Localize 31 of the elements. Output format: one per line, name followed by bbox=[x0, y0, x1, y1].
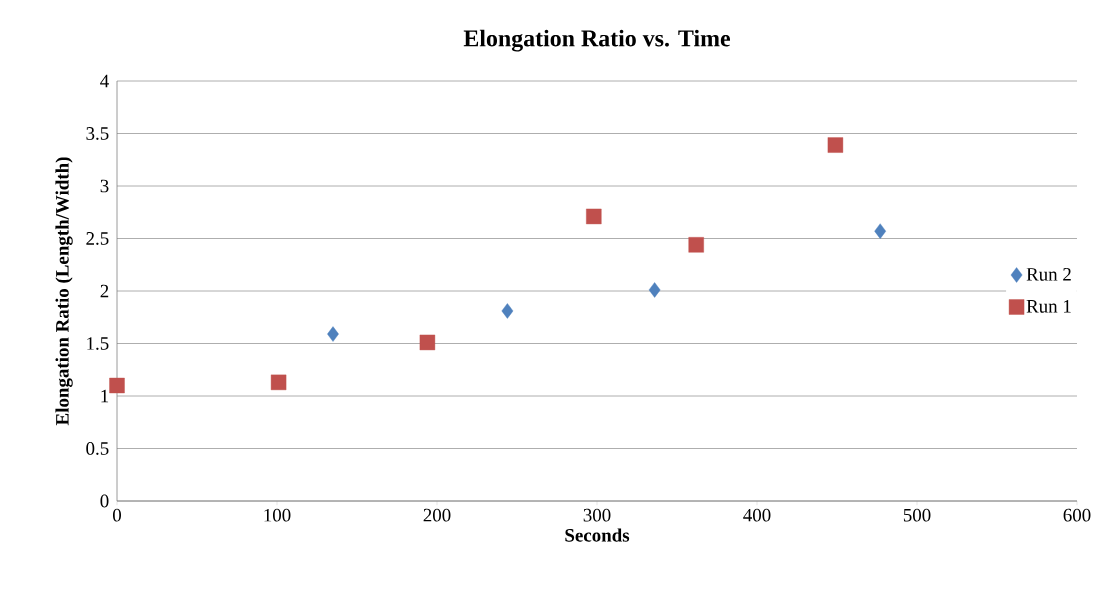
y-tick-label: 1.5 bbox=[87, 337, 109, 350]
x-axis-title: Seconds bbox=[565, 528, 630, 542]
y-axis-title: Elongation Ratio (Length/Width) bbox=[55, 157, 73, 426]
x-tick-label: 300 bbox=[583, 508, 611, 522]
point bbox=[586, 208, 602, 225]
x-tick-label: 500 bbox=[903, 508, 931, 522]
x-tick-label: 600 bbox=[1063, 508, 1091, 522]
y-tick-label: 3 bbox=[100, 179, 109, 193]
x-tick-label: 100 bbox=[264, 508, 291, 522]
point bbox=[874, 223, 887, 239]
point bbox=[648, 282, 661, 298]
point bbox=[501, 303, 514, 319]
legend-label: Run 1 bbox=[1026, 300, 1071, 313]
point bbox=[827, 137, 844, 153]
y-tick-label: 0 bbox=[100, 494, 109, 508]
x-tick-label: 400 bbox=[743, 508, 771, 522]
legend-label: Run 2 bbox=[1026, 268, 1071, 281]
y-tick-label: 2.5 bbox=[86, 232, 109, 245]
point bbox=[270, 374, 287, 391]
y-tick-label: 0.5 bbox=[86, 442, 109, 455]
x-tick-label: 0 bbox=[112, 508, 121, 522]
y-tick-label: 1 bbox=[101, 389, 109, 403]
point bbox=[419, 334, 436, 351]
point bbox=[109, 377, 125, 394]
y-tick-label: 4 bbox=[100, 74, 109, 88]
point bbox=[327, 326, 339, 342]
y-tick-label: 2 bbox=[100, 284, 109, 298]
chart-title: Elongation Ratio vs. Time bbox=[463, 29, 731, 52]
point bbox=[688, 237, 704, 253]
y-tick-label: 3.5 bbox=[86, 127, 109, 140]
x-tick-label: 200 bbox=[423, 508, 451, 522]
